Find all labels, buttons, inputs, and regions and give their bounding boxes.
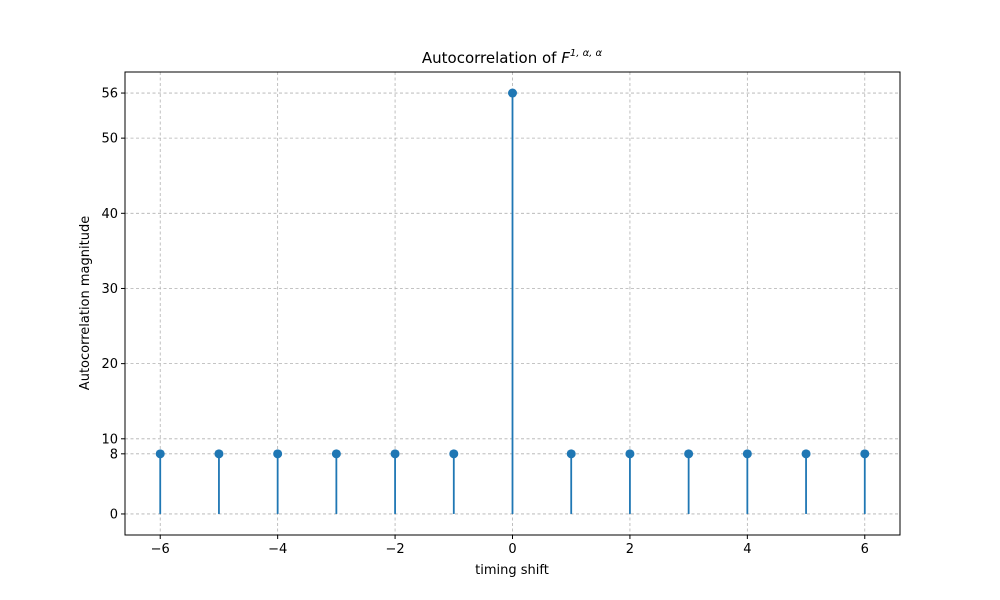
x-tick-label: −2 (385, 542, 404, 557)
stem-marker (801, 449, 811, 459)
x-tick-label: −4 (268, 542, 287, 557)
x-tick-label: 6 (861, 542, 869, 557)
y-tick-label: 20 (101, 357, 118, 372)
y-tick-label: 8 (110, 447, 118, 462)
x-tick-label: 2 (626, 542, 634, 557)
title-superscript: 1, α, α (570, 48, 603, 59)
stem-marker (566, 449, 576, 459)
y-tick-label: 10 (101, 432, 118, 447)
stem-marker (684, 449, 694, 459)
stem-marker (273, 449, 283, 459)
y-tick-label: 40 (101, 207, 118, 222)
stem-marker (449, 449, 459, 459)
y-tick-label: 0 (110, 507, 118, 522)
y-axis-label: Autocorrelation magnitude (78, 216, 93, 390)
x-tick-label: 4 (743, 542, 751, 557)
stem-marker (625, 449, 635, 459)
stem-marker (214, 449, 224, 459)
y-tick-label: 56 (101, 87, 118, 102)
x-axis-label: timing shift (475, 563, 549, 578)
stem-marker (860, 449, 870, 459)
title-text: Autocorrelation of (422, 49, 561, 67)
y-tick-label: 30 (101, 282, 118, 297)
stem-marker (331, 449, 341, 459)
x-tick-label: 0 (508, 542, 516, 557)
x-tick-label: −6 (151, 542, 170, 557)
plot-frame (124, 71, 901, 536)
stem-marker (390, 449, 400, 459)
y-tick-label: 50 (101, 132, 118, 147)
stem-marker (742, 449, 752, 459)
chart-title: Autocorrelation of F1, α, α (422, 48, 603, 67)
stem-marker (155, 449, 165, 459)
title-math: F (561, 49, 570, 67)
stem-marker (508, 88, 517, 98)
